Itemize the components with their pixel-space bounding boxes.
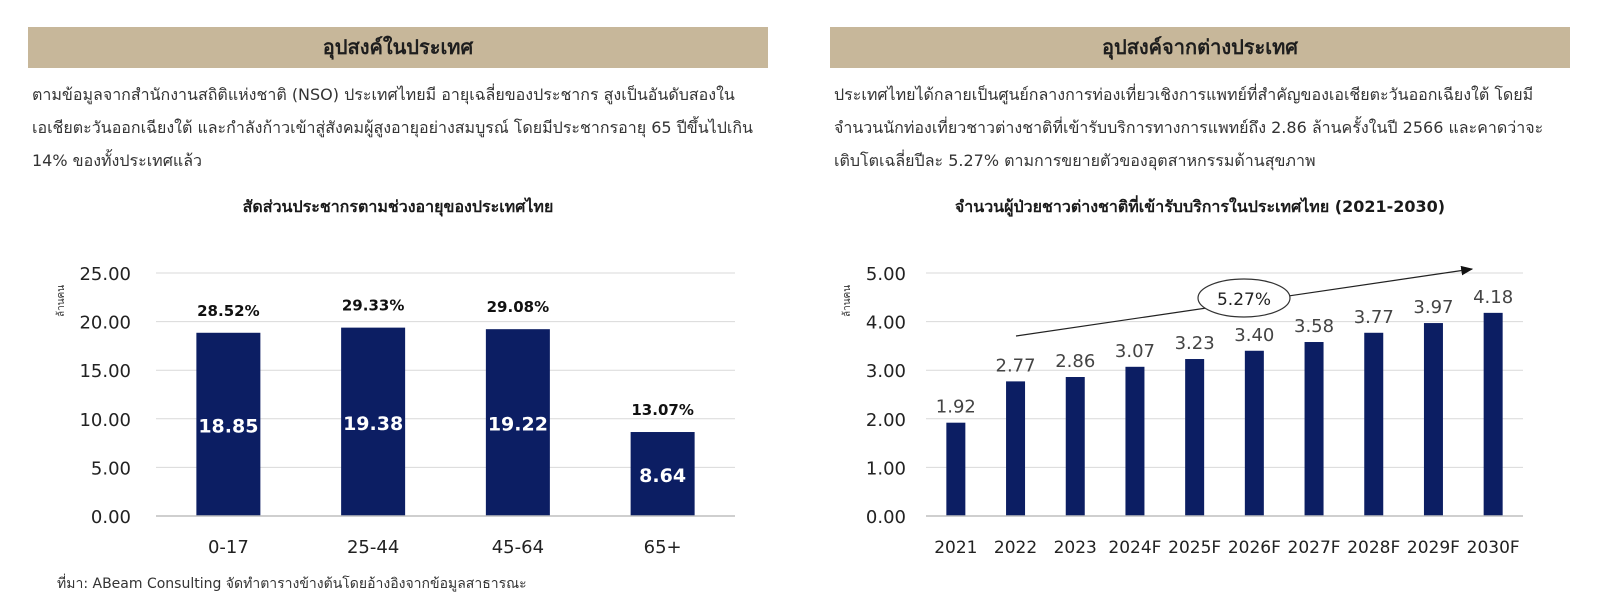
x-tick-label: 2028F <box>1347 538 1400 558</box>
y-tick-label: 5.00 <box>866 264 906 285</box>
data-label: 4.18 <box>1473 287 1513 308</box>
percent-label: 28.52% <box>197 302 259 320</box>
bar <box>1244 350 1264 516</box>
chart-title: สัดส่วนประชากรตามช่วงอายุของประเทศไทย <box>242 197 554 216</box>
x-tick-label: 2022 <box>994 538 1037 558</box>
percent-label: 29.33% <box>342 297 404 315</box>
bar <box>1423 323 1443 516</box>
bar <box>341 327 406 516</box>
x-tick-label: 2027F <box>1288 538 1341 558</box>
y-tick-label: 3.00 <box>866 361 906 382</box>
y-tick-label: 5.00 <box>91 458 131 479</box>
growth-annotation-label: 5.27% <box>1217 290 1271 310</box>
x-tick-label: 2023 <box>1054 538 1097 558</box>
data-label: 19.38 <box>343 413 403 435</box>
y-tick-label: 10.00 <box>79 410 131 431</box>
panel-description: ตามข้อมูลจากสำนักงานสถิติแห่งชาติ (NSO) … <box>32 85 753 170</box>
x-tick-label: 2021 <box>934 538 977 558</box>
data-label: 2.86 <box>1055 351 1095 372</box>
x-tick-label: 2030F <box>1467 538 1520 558</box>
x-tick-label: 0-17 <box>208 537 249 558</box>
foreign-patients-bar-chart: 0.00 1.00 2.00 3.00 4.00 5.00 ล้านคน 2021 1.92 20… <box>841 264 1523 558</box>
y-tick-label: 25.00 <box>79 264 131 285</box>
bar <box>485 329 550 516</box>
panel-header: อุปสงค์จากต่างประเทศ <box>830 27 1570 68</box>
data-label: 18.85 <box>198 415 258 437</box>
chart-title: จำนวนผู้ป่วยชาวต่างชาติที่เข้ารับบริการใ… <box>954 197 1446 216</box>
x-tick-label: 65+ <box>644 537 682 558</box>
bar <box>946 422 966 516</box>
y-tick-label: 2.00 <box>866 410 906 431</box>
data-label: 2.77 <box>996 355 1036 376</box>
bar <box>196 332 261 516</box>
bar <box>1483 312 1503 516</box>
panel-header: อุปสงค์ในประเทศ <box>28 27 768 68</box>
bar <box>1125 366 1145 516</box>
y-tick-label: 4.00 <box>866 313 906 334</box>
bar <box>1185 359 1205 516</box>
x-tick-label: 2029F <box>1407 538 1460 558</box>
bar <box>630 432 695 516</box>
y-axis-label: ล้านคน <box>841 285 853 317</box>
percent-label: 13.07% <box>631 401 693 419</box>
data-label: 1.92 <box>936 397 976 418</box>
data-label: 3.58 <box>1294 316 1334 337</box>
panel-description: ประเทศไทยได้กลายเป็นศูนย์กลางการท่องเที่… <box>834 85 1544 170</box>
foreign-demand-panel: อุปสงค์จากต่างประเทศ ประเทศไทยได้กลายเป็… <box>830 27 1570 558</box>
y-tick-label: 0.00 <box>866 507 906 528</box>
data-label: 8.64 <box>639 465 686 487</box>
x-tick-label: 25-44 <box>347 537 399 558</box>
y-tick-label: 15.00 <box>79 361 131 382</box>
bar <box>1065 377 1085 516</box>
source-note: ที่มา: ABeam Consulting จัดทำตารางข้างต้… <box>57 576 527 592</box>
x-tick-label: 45-64 <box>492 537 544 558</box>
y-axis-label: ล้านคน <box>55 285 67 317</box>
bar <box>1364 332 1384 516</box>
x-tick-label: 2026F <box>1228 538 1281 558</box>
y-tick-label: 0.00 <box>91 507 131 528</box>
percent-label: 29.08% <box>487 298 549 316</box>
bar <box>1304 342 1324 516</box>
y-tick-label: 1.00 <box>866 458 906 479</box>
data-label: 3.40 <box>1234 325 1274 346</box>
y-tick-label: 20.00 <box>79 313 131 334</box>
population-bar-chart: 0.00 5.00 10.00 15.00 20.00 25.00 ล้านคน 0-17 18… <box>55 264 735 558</box>
data-label: 3.07 <box>1115 341 1155 362</box>
growth-annotation-ellipse <box>1197 278 1291 318</box>
bar <box>1006 381 1026 516</box>
data-label: 3.97 <box>1413 297 1453 318</box>
data-label: 3.23 <box>1175 333 1215 354</box>
domestic-demand-panel: อุปสงค์ในประเทศ ตามข้อมูลจากสำนักงานสถิต… <box>28 27 768 558</box>
data-label: 19.22 <box>488 414 548 436</box>
x-tick-label: 2025F <box>1168 538 1221 558</box>
x-tick-label: 2024F <box>1108 538 1161 558</box>
data-label: 3.77 <box>1354 307 1394 328</box>
